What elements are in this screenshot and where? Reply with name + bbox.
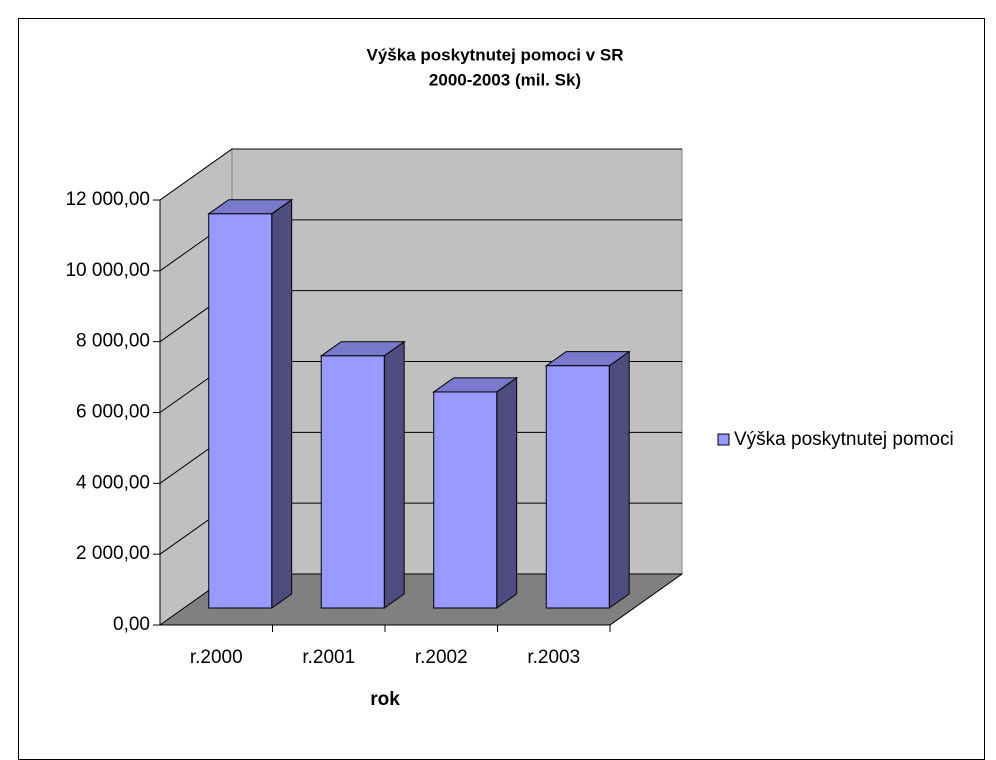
x-axis-depth — [609, 573, 683, 626]
bar-side — [496, 376, 518, 609]
y-tick-label: 2 000,00 — [76, 543, 150, 564]
x-axis-title: rok — [370, 689, 400, 710]
x-tick-label: r.2002 — [415, 647, 468, 668]
bar-side — [608, 350, 630, 609]
bar-side — [271, 198, 293, 609]
x-tick-label: r.2003 — [527, 647, 580, 668]
y-tick-label: 6 000,00 — [76, 402, 150, 423]
bar-side — [383, 340, 405, 609]
bar — [545, 365, 610, 609]
chart-title: 2000-2003 (mil. Sk) — [429, 70, 581, 89]
chart-title: Výška poskytnutej pomoci v SR — [367, 45, 624, 64]
y-tick-label: 0,00 — [113, 614, 150, 635]
y-tick-label: 12 000,00 — [65, 189, 150, 210]
y-tick-label: 8 000,00 — [76, 331, 150, 352]
legend-label: Výška poskytnutej pomoci — [734, 429, 954, 450]
bar — [208, 213, 273, 609]
y-tick-label: 10 000,00 — [65, 260, 150, 281]
bar — [320, 355, 385, 609]
legend-swatch — [717, 433, 730, 446]
y-tick-label: 4 000,00 — [76, 472, 150, 493]
grid-line — [159, 148, 682, 201]
bar — [433, 391, 498, 609]
x-tick-label: r.2000 — [190, 647, 243, 668]
x-tick-label: r.2001 — [302, 647, 355, 668]
